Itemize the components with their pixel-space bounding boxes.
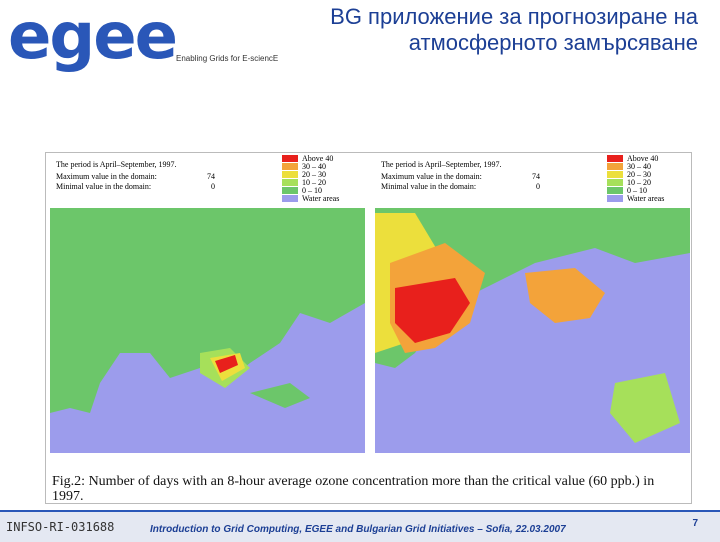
stat-label: Maximum value in the domain: [381, 172, 482, 181]
tagline: Enabling Grids for E-sciencE [176, 54, 279, 63]
map: The period is April–September, 1997. Maxi… [375, 153, 690, 453]
legend-label: 30 – 40 [627, 162, 651, 171]
map-header [375, 153, 690, 208]
stat-value: 74 [207, 172, 215, 181]
stat-label: Minimal value in the domain: [381, 182, 476, 191]
period: The period is April–September, 1997. [381, 160, 502, 169]
legend-label: 10 – 20 [302, 178, 326, 187]
map: The period is April–September, 1997. Maxi… [50, 153, 365, 453]
legend-swatch [282, 163, 298, 170]
event: Introduction to Grid Computing, EGEE and… [150, 524, 566, 535]
legend-label: 10 – 20 [627, 178, 651, 187]
land [610, 373, 680, 443]
legend-label: Water areas [302, 194, 339, 203]
map-header [50, 153, 365, 208]
stat-value: 0 [211, 182, 215, 191]
legend-label: 30 – 40 [302, 162, 326, 171]
stat-label: Minimal value in the domain: [56, 182, 151, 191]
land [525, 268, 605, 323]
legend-swatch [282, 179, 298, 186]
stat-value: 74 [532, 172, 540, 181]
legend-label: 20 – 30 [302, 170, 326, 179]
project-id: INFSO-RI-031688 [6, 520, 115, 534]
legend-swatch [607, 155, 623, 162]
legend-label: 20 – 30 [627, 170, 651, 179]
caption: Fig.2: Number of days with an 8-hour ave… [52, 474, 655, 504]
period: The period is April–September, 1997. [56, 160, 177, 169]
legend-label: 0 – 10 [627, 186, 647, 195]
page-number: 7 [692, 518, 698, 529]
title-line: BG приложение за прогнозиране на [330, 4, 698, 29]
legend-label: 0 – 10 [302, 186, 322, 195]
maps: The period is April–September, 1997. Maxi… [50, 153, 690, 453]
figure-frame: The period is April–September, 1997. Maxi… [45, 152, 692, 504]
legend-swatch [607, 163, 623, 170]
stat-label: Maximum value in the domain: [56, 172, 157, 181]
legend-label: Above 40 [627, 154, 658, 163]
legend-swatch [282, 187, 298, 194]
legend-label: Water areas [627, 194, 664, 203]
legend-swatch [607, 187, 623, 194]
land [250, 383, 310, 408]
legend-swatch [607, 171, 623, 178]
footer: INFSO-RI-031688 Introduction to Grid Com… [0, 510, 720, 542]
logo: egee [8, 0, 178, 74]
legend-swatch [607, 195, 623, 202]
legend-swatch [282, 195, 298, 202]
legend-swatch [282, 155, 298, 162]
land [375, 208, 690, 368]
land [215, 355, 238, 373]
title: BG приложение за прогнозиране на атмосфе… [330, 4, 698, 56]
land [50, 208, 365, 413]
legend-label: Above 40 [302, 154, 333, 163]
stat-value: 0 [536, 182, 540, 191]
title-line: атмосферното замърсяване [408, 30, 698, 55]
land [395, 278, 470, 343]
legend-swatch [607, 179, 623, 186]
legend-swatch [282, 171, 298, 178]
